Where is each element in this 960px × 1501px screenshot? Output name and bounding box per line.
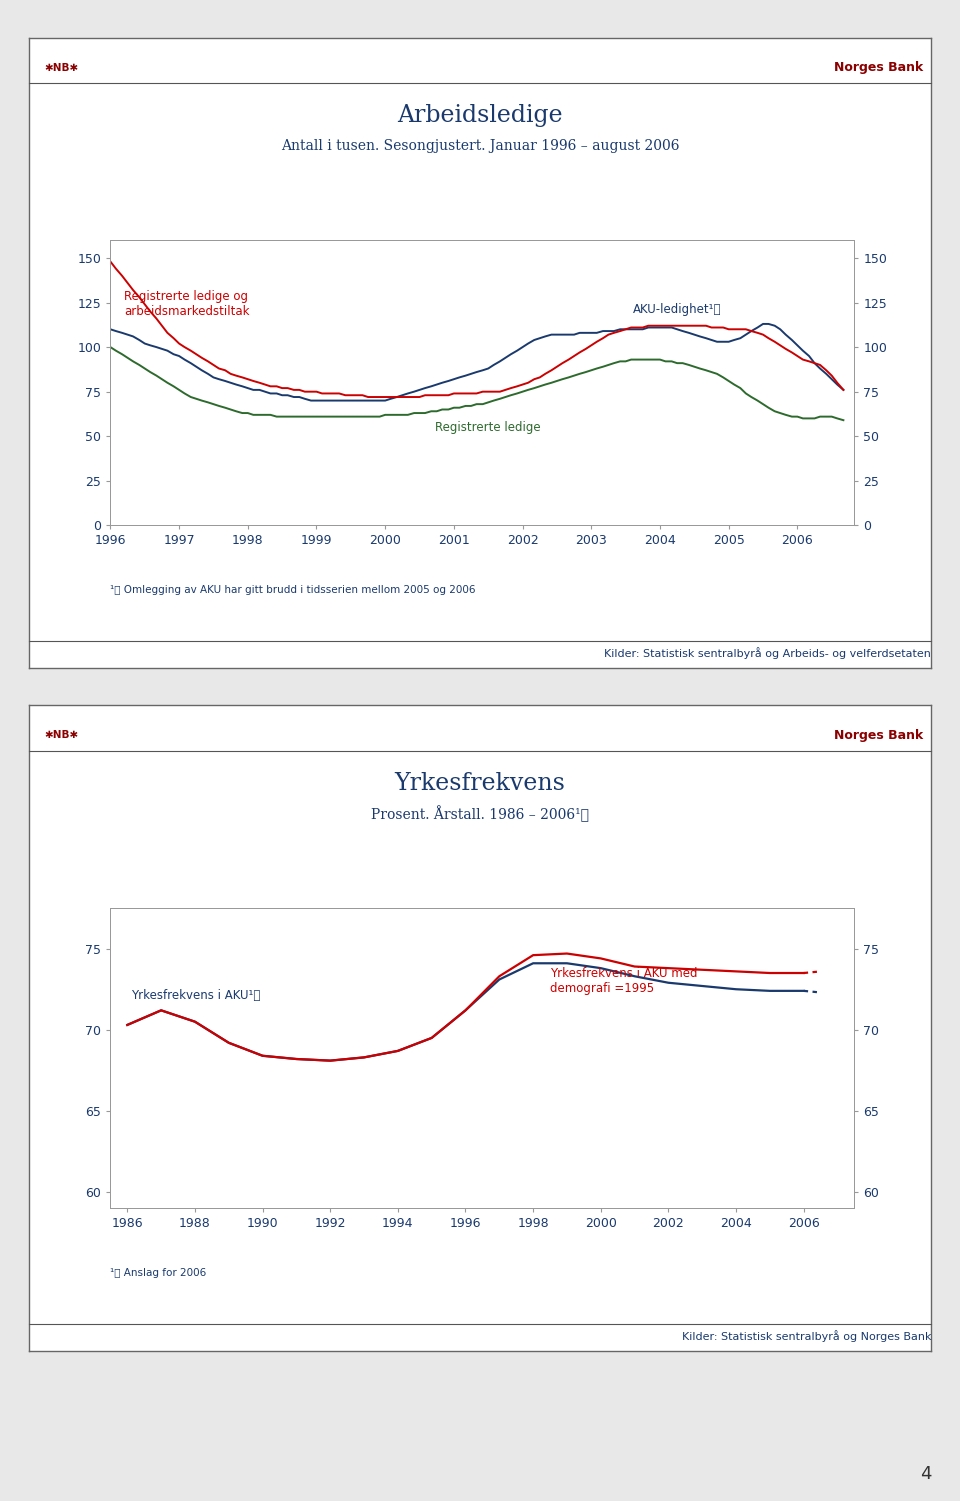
Text: Arbeidsledige: Arbeidsledige xyxy=(397,104,563,128)
Text: Norges Bank: Norges Bank xyxy=(834,62,924,74)
Text: Norges Bank: Norges Bank xyxy=(834,729,924,741)
Text: ✱NB✱: ✱NB✱ xyxy=(44,63,79,72)
Text: ✱NB✱: ✱NB✱ xyxy=(44,731,79,740)
Text: Registrerte ledige og
arbeidsmarkedstiltak: Registrerte ledige og arbeidsmarkedstilt… xyxy=(124,290,250,318)
Text: AKU-ledighet¹⧩: AKU-ledighet¹⧩ xyxy=(633,303,721,317)
Text: 4: 4 xyxy=(920,1465,931,1483)
Text: ¹⧩ Omlegging av AKU har gitt brudd i tidsserien mellom 2005 og 2006: ¹⧩ Omlegging av AKU har gitt brudd i tid… xyxy=(110,585,476,596)
Text: ¹⧩ Anslag for 2006: ¹⧩ Anslag for 2006 xyxy=(110,1268,206,1279)
Text: Prosent. Årstall. 1986 – 2006¹⧩: Prosent. Årstall. 1986 – 2006¹⧩ xyxy=(371,805,589,823)
Text: Kilder: Statistisk sentralbyrå og Arbeids- og velferdsetaten: Kilder: Statistisk sentralbyrå og Arbeid… xyxy=(605,647,931,659)
Text: Kilder: Statistisk sentralbyrå og Norges Bank: Kilder: Statistisk sentralbyrå og Norges… xyxy=(682,1330,931,1342)
Text: Yrkesfrekvens: Yrkesfrekvens xyxy=(395,772,565,796)
Text: Registrerte ledige: Registrerte ledige xyxy=(436,420,541,434)
Text: Yrkesfrekvens i AKU med
demografi =1995: Yrkesfrekvens i AKU med demografi =1995 xyxy=(550,967,698,995)
Text: Yrkesfrekvens i AKU¹⧩: Yrkesfrekvens i AKU¹⧩ xyxy=(131,989,260,1003)
Text: Antall i tusen. Sesongjustert. Januar 1996 – august 2006: Antall i tusen. Sesongjustert. Januar 19… xyxy=(280,138,680,153)
